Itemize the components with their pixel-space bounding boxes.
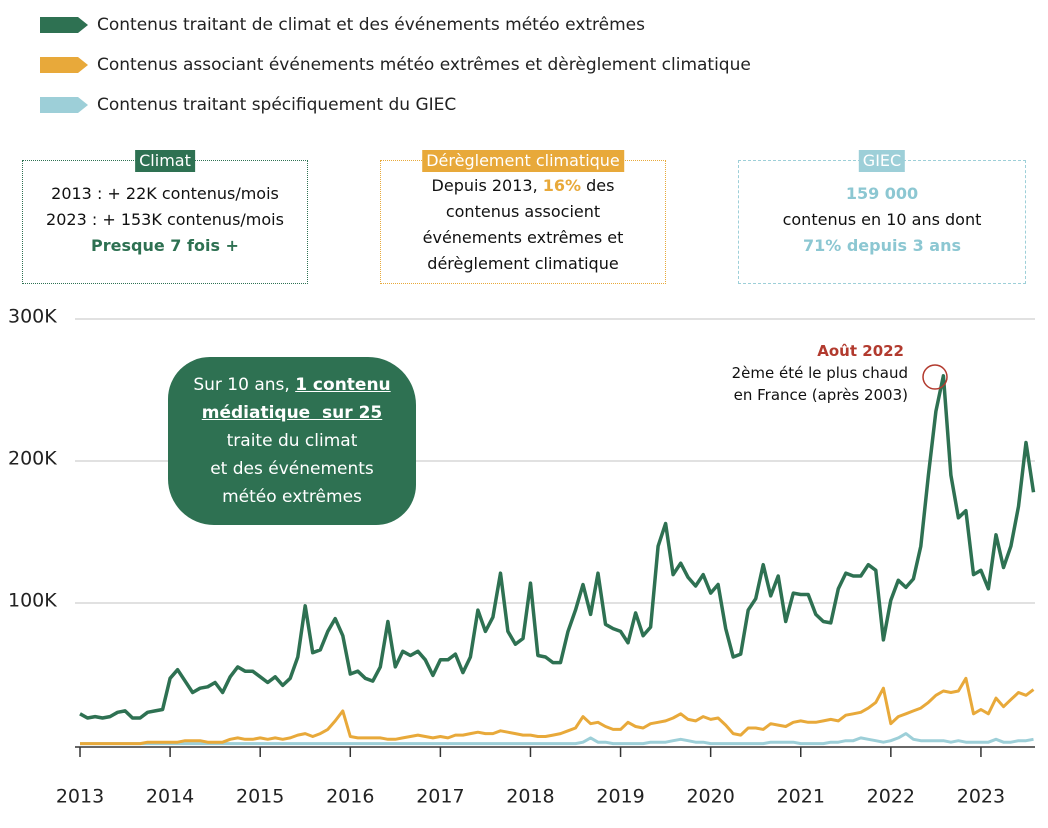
x-tick-label: 2016 xyxy=(326,786,374,808)
x-tick-label: 2019 xyxy=(596,786,644,808)
box-text: des xyxy=(581,176,615,195)
y-tick-label: 300K xyxy=(8,306,57,328)
box-text: Depuis 2013, xyxy=(431,176,543,195)
box-title: Climat xyxy=(135,150,195,172)
callout-line: médiatique sur 25 xyxy=(168,399,416,427)
callout-text: Sur 10 ans, xyxy=(193,375,296,395)
series-line xyxy=(80,732,1034,746)
annotation-line: en France (après 2003) xyxy=(733,386,908,404)
series-line xyxy=(79,374,1036,720)
x-tick-label: 2015 xyxy=(236,786,284,808)
callout-line: Sur 10 ans, 1 contenu xyxy=(168,371,416,399)
callout: Sur 10 ans, 1 contenu médiatique sur 25 … xyxy=(168,357,416,525)
callout-highlight: médiatique sur 25 xyxy=(201,403,383,423)
box-line: contenus associent xyxy=(445,202,601,221)
box-line: 2023 : + 153K contenus/mois xyxy=(46,210,284,229)
box-line: Depuis 2013, 16% des xyxy=(381,173,665,199)
callout-line: et des événements xyxy=(210,459,374,479)
annotation-line: 2ème été le plus chaud xyxy=(731,364,908,382)
box-line: contenus en 10 ans dont xyxy=(782,210,982,229)
box-line: Presque 7 fois + xyxy=(91,236,239,255)
x-tick-label: 2021 xyxy=(777,786,825,808)
callout-line: météo extrêmes xyxy=(222,487,362,507)
box-highlight: 16% xyxy=(542,176,582,195)
x-tick-label: 2022 xyxy=(867,786,915,808)
dereglement-box: Dérèglement climatique Depuis 2013, 16% … xyxy=(380,150,666,284)
legend-label: Contenus traitant spécifiquement du GIEC xyxy=(97,95,456,115)
box-line: 2013 : + 22K contenus/mois xyxy=(51,184,279,203)
giec-box: GIEC 159 000 contenus en 10 ans dont 71%… xyxy=(738,150,1026,284)
legend-swatch xyxy=(40,17,88,33)
box-line: 159 000 xyxy=(845,184,919,203)
climat-box: Climat 2013 : + 22K contenus/mois 2023 :… xyxy=(22,150,308,284)
box-line: 71% depuis 3 ans xyxy=(802,236,961,255)
box-title: Dérèglement climatique xyxy=(422,150,624,172)
legend-swatch xyxy=(40,97,88,113)
x-tick-label: 2020 xyxy=(686,786,734,808)
legend-label: Contenus associant événements météo extr… xyxy=(97,55,751,75)
callout-highlight: 1 contenu xyxy=(295,375,391,395)
legend-label: Contenus traitant de climat et des événe… xyxy=(97,15,645,35)
peak-circle xyxy=(922,364,948,390)
box-title: GIEC xyxy=(858,150,906,172)
y-tick-label: 200K xyxy=(8,448,57,470)
box-line: événements extrêmes et xyxy=(422,228,624,247)
x-tick-label: 2023 xyxy=(957,786,1005,808)
box-line: dérèglement climatique xyxy=(427,254,619,273)
x-tick-label: 2018 xyxy=(506,786,554,808)
x-tick-label: 2017 xyxy=(416,786,464,808)
legend-swatch xyxy=(40,57,88,73)
x-tick-label: 2014 xyxy=(146,786,194,808)
annotation: Août 2022 2ème été le plus chaud en Fran… xyxy=(640,340,908,406)
series-line xyxy=(80,676,1035,746)
callout-line: traite du climat xyxy=(226,431,358,451)
annotation-title: Août 2022 xyxy=(817,342,904,360)
y-tick-label: 100K xyxy=(8,590,57,612)
x-tick-label: 2013 xyxy=(56,786,104,808)
